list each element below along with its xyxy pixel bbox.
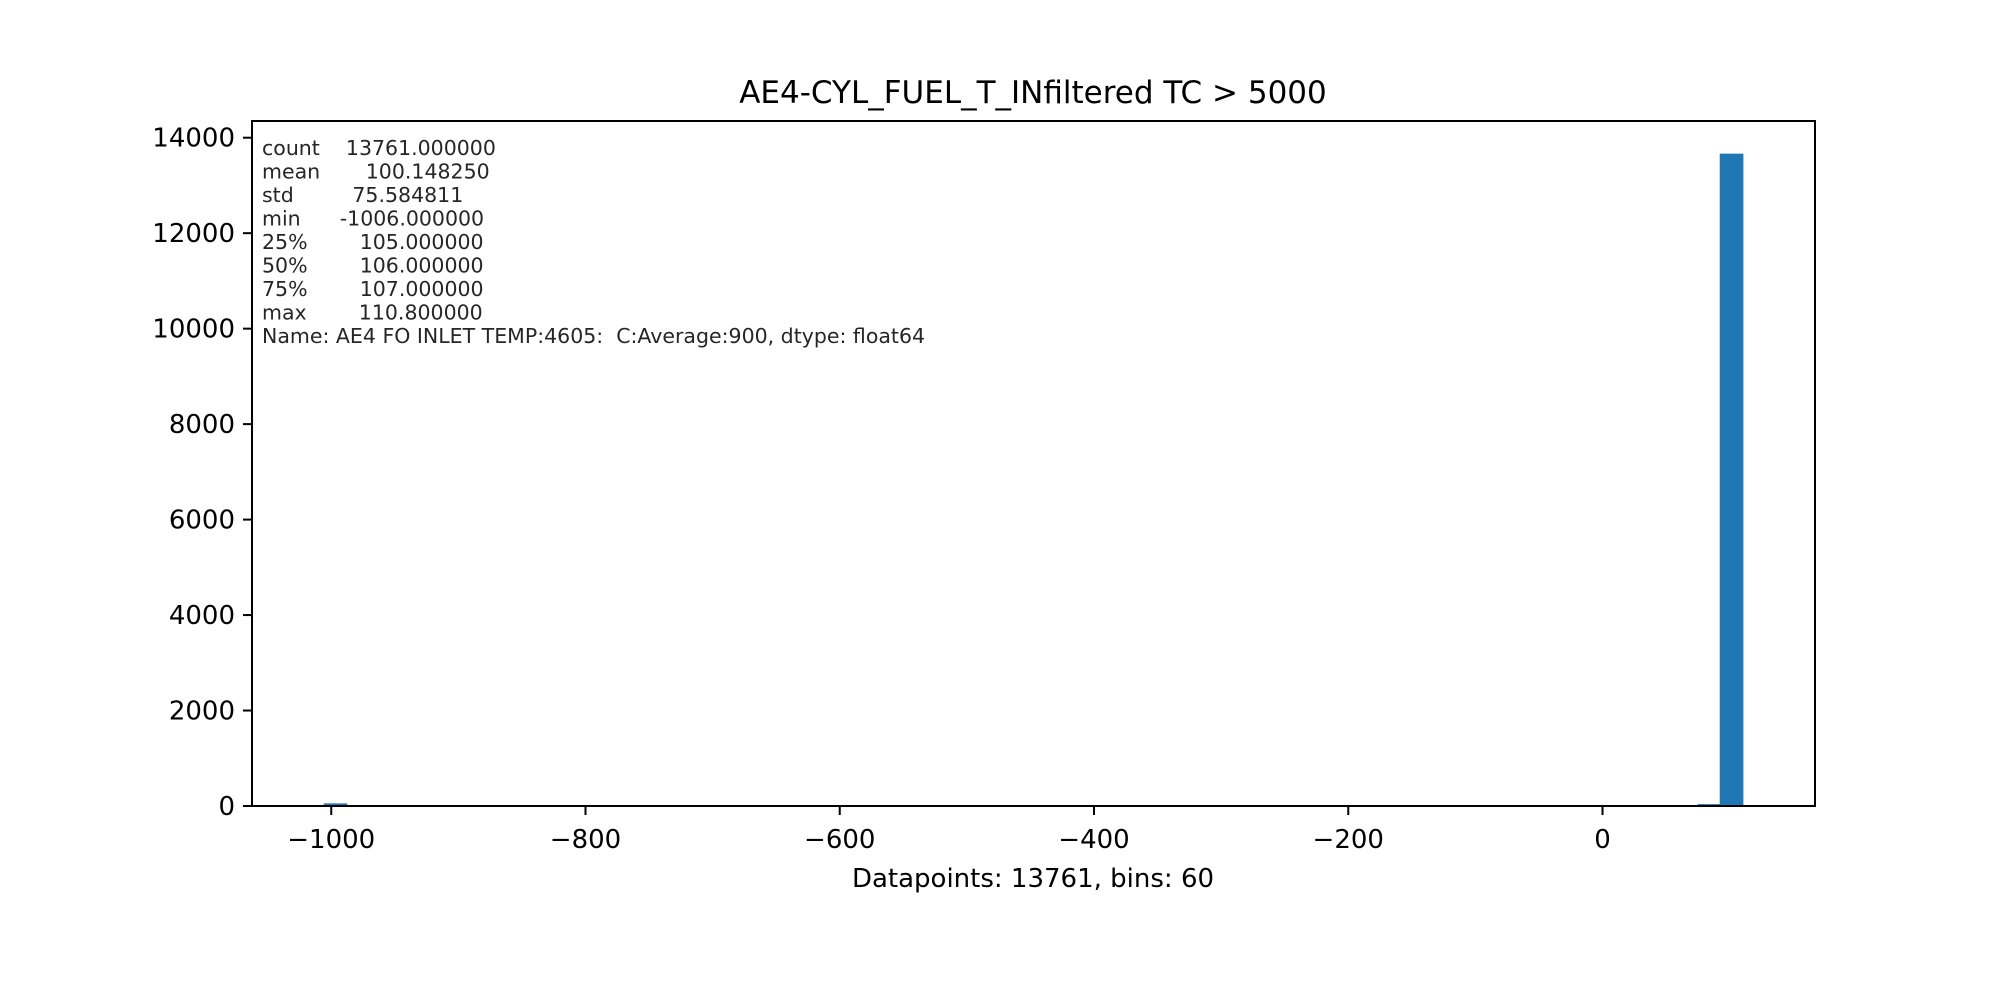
y-tick-label: 8000 bbox=[169, 410, 235, 440]
stats-line: 75% 107.000000 bbox=[262, 277, 484, 301]
x-tick-label: −600 bbox=[804, 825, 875, 855]
stats-line: count 13761.000000 bbox=[262, 136, 496, 160]
x-axis-ticks: −1000 −800 −600 −400 −200 0 bbox=[287, 806, 1611, 855]
stats-line: min -1006.000000 bbox=[262, 207, 484, 231]
y-tick-label: 0 bbox=[218, 792, 235, 822]
stats-line: 50% 106.000000 bbox=[262, 254, 484, 278]
x-tick-label: −200 bbox=[1313, 825, 1384, 855]
y-tick-label: 10000 bbox=[152, 315, 235, 345]
y-tick-label: 2000 bbox=[169, 697, 235, 727]
y-tick-label: 4000 bbox=[169, 601, 235, 631]
stats-line: max 110.800000 bbox=[262, 301, 483, 325]
x-tick-label: 0 bbox=[1594, 825, 1611, 855]
x-tick-label: −1000 bbox=[287, 825, 375, 855]
x-tick-label: −800 bbox=[550, 825, 621, 855]
x-tick-label: −400 bbox=[1058, 825, 1129, 855]
x-axis-label: Datapoints: 13761, bins: 60 bbox=[852, 864, 1214, 894]
y-tick-label: 14000 bbox=[152, 124, 235, 154]
y-tick-label: 6000 bbox=[169, 506, 235, 536]
histogram-bar bbox=[1719, 153, 1744, 806]
stats-line: mean 100.148250 bbox=[262, 160, 490, 184]
plot-frame bbox=[251, 120, 1816, 807]
y-axis-ticks: 0 2000 4000 6000 8000 10000 12000 14000 bbox=[152, 124, 252, 822]
stats-line: Name: AE4 FO INLET TEMP:4605: C:Average:… bbox=[262, 324, 925, 348]
stats-line: std 75.584811 bbox=[262, 183, 463, 207]
chart-title: AE4-CYL_FUEL_T_INfiltered TC > 5000 bbox=[739, 75, 1327, 111]
y-tick-label: 12000 bbox=[152, 219, 235, 249]
stats-line: 25% 105.000000 bbox=[262, 230, 484, 254]
histogram-bar bbox=[323, 803, 348, 806]
